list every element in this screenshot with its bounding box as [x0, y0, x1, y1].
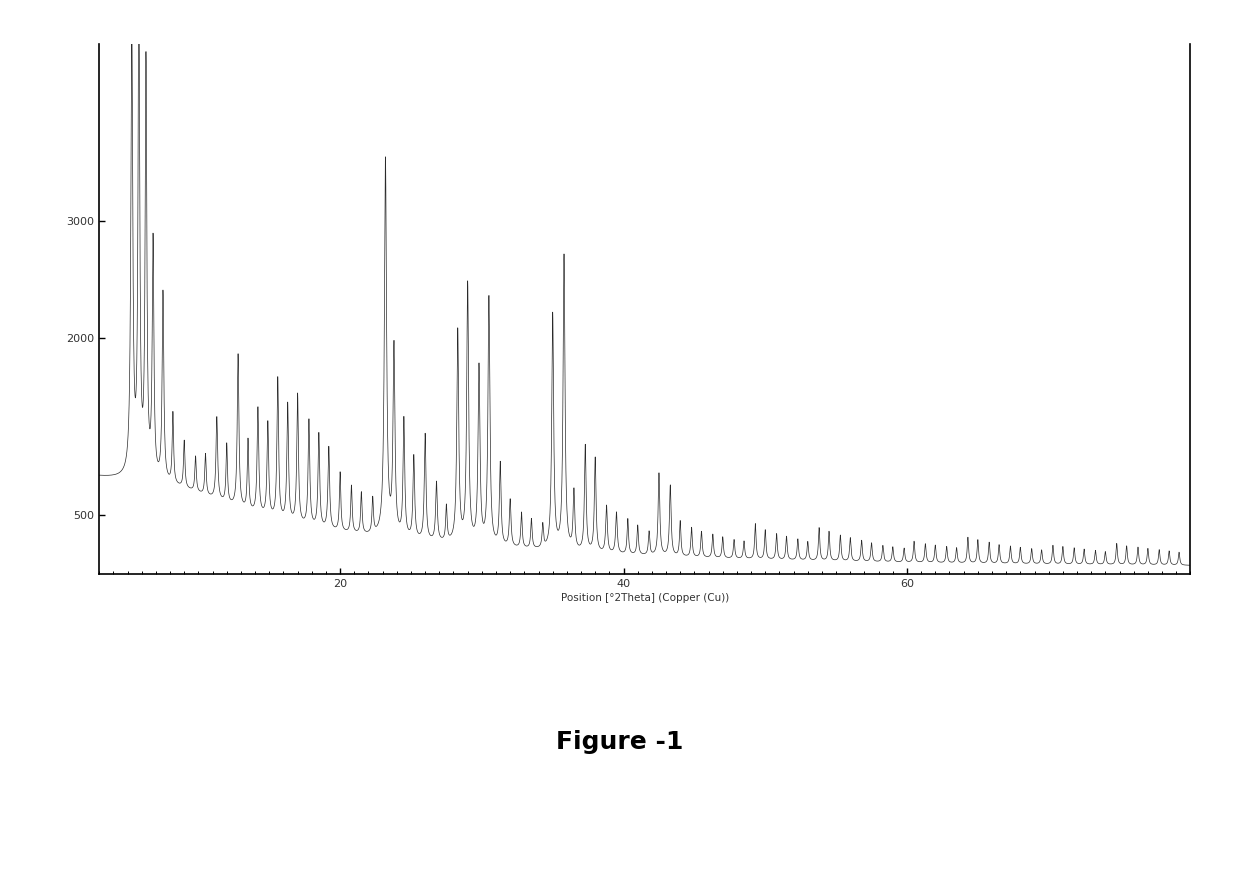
X-axis label: Position [°2Theta] (Copper (Cu)): Position [°2Theta] (Copper (Cu)) — [560, 593, 729, 603]
Text: Figure -1: Figure -1 — [557, 729, 683, 754]
